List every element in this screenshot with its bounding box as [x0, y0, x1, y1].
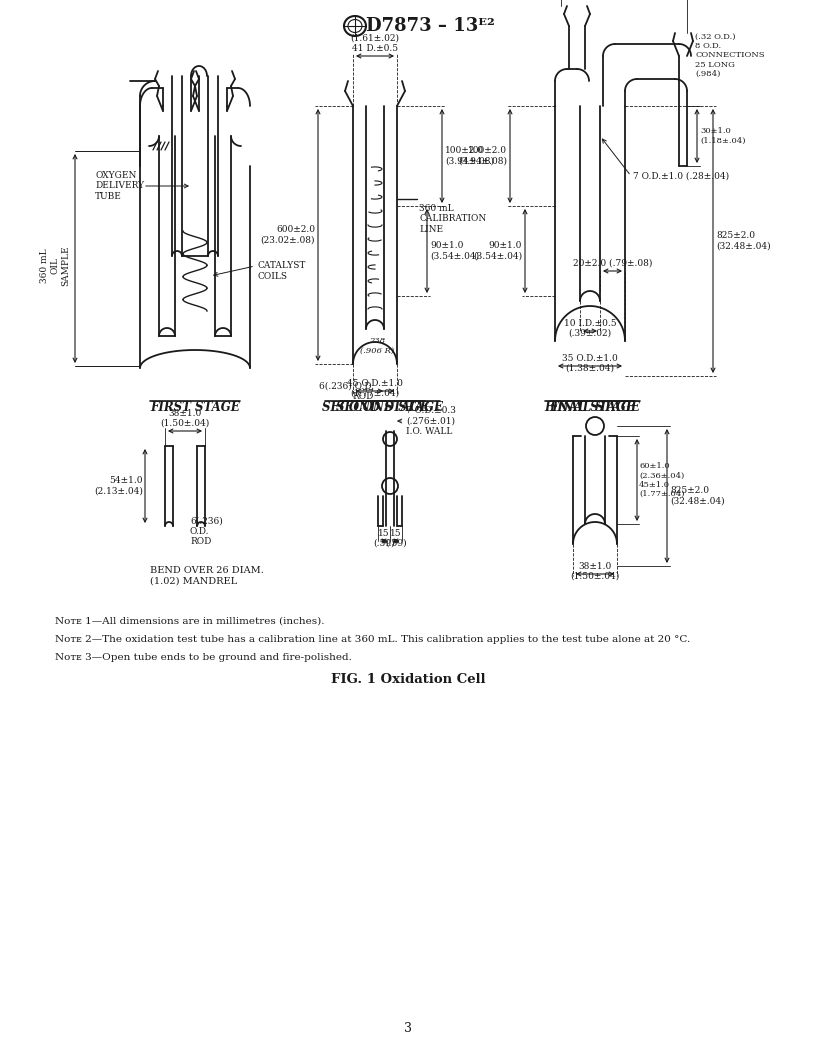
Text: 6(.236)
O.D.
ROD: 6(.236) O.D. ROD: [190, 516, 223, 546]
Text: 825±2.0
(32.48±.04): 825±2.0 (32.48±.04): [716, 231, 770, 250]
Text: 825±2.0
(32.48±.04): 825±2.0 (32.48±.04): [670, 487, 725, 506]
Text: 6(.236) O.D.
ROD: 6(.236) O.D. ROD: [319, 381, 374, 400]
Text: 35 O.D.±1.0
(1.38±.04): 35 O.D.±1.0 (1.38±.04): [562, 354, 618, 373]
Text: D7873 – 13ᴱ²: D7873 – 13ᴱ²: [366, 17, 494, 35]
Text: 54±1.0
(2.13±.04): 54±1.0 (2.13±.04): [94, 476, 143, 495]
Text: 90±1.0
(3.54±.04): 90±1.0 (3.54±.04): [473, 242, 522, 261]
Text: SECOND STAGE: SECOND STAGE: [322, 401, 428, 414]
Text: 38±1.0
(1.50±.04): 38±1.0 (1.50±.04): [161, 409, 210, 428]
Text: Nᴏᴛᴇ 2—The oxidation test tube has a calibration line at 360 mL. This calibratio: Nᴏᴛᴇ 2—The oxidation test tube has a cal…: [55, 635, 690, 644]
Text: 15
(.59): 15 (.59): [385, 529, 407, 548]
Text: (.32 O.D.)
8 O.D.
CONNECTIONS
25 LONG
(.984): (.32 O.D.) 8 O.D. CONNECTIONS 25 LONG (.…: [695, 33, 765, 78]
Text: Nᴏᴛᴇ 1—All dimensions are in millimetres (inches).: Nᴏᴛᴇ 1—All dimensions are in millimetres…: [55, 617, 325, 626]
Text: 15
(.59): 15 (.59): [373, 529, 395, 548]
Text: 45 O.D.±1.0
(1.77±.04): 45 O.D.±1.0 (1.77±.04): [347, 379, 403, 398]
Text: 600±2.0
(23.02±.08): 600±2.0 (23.02±.08): [260, 225, 315, 245]
Text: 20±2.0 (.79±.08): 20±2.0 (.79±.08): [573, 259, 652, 268]
Text: SECOND STAGE: SECOND STAGE: [336, 401, 444, 414]
Text: 238
(.906 R): 238 (.906 R): [360, 338, 394, 355]
Text: 100±2.0
(3.94±.08): 100±2.0 (3.94±.08): [445, 147, 494, 166]
Text: CATALYST
COILS: CATALYST COILS: [257, 261, 305, 281]
Text: BEND OVER 26 DIAM.
(1.02) MANDREL: BEND OVER 26 DIAM. (1.02) MANDREL: [150, 566, 264, 585]
Text: 60±1.0
(2.36±.04)
45±1.0
(1.77±.04): 60±1.0 (2.36±.04) 45±1.0 (1.77±.04): [639, 463, 685, 497]
Text: 10 I.D.±0.5
(.39±.02): 10 I.D.±0.5 (.39±.02): [564, 319, 616, 338]
Text: 7 O.D.±0.3
(.276±.01)
I.O. WALL: 7 O.D.±0.3 (.276±.01) I.O. WALL: [406, 407, 456, 436]
Text: 100±2.0
(3.94±.08): 100±2.0 (3.94±.08): [458, 147, 507, 166]
Text: FIRST STAGE: FIRST STAGE: [150, 401, 240, 414]
Text: 3: 3: [404, 1021, 412, 1035]
Text: FIG. 1 Oxidation Cell: FIG. 1 Oxidation Cell: [330, 673, 486, 686]
Text: 7 O.D.±1.0 (.28±.04): 7 O.D.±1.0 (.28±.04): [633, 171, 730, 181]
Text: 360 mL
OIL
SAMPLE: 360 mL OIL SAMPLE: [40, 246, 70, 286]
Text: OXYGEN
DELIVERY
TUBE: OXYGEN DELIVERY TUBE: [95, 171, 144, 201]
Text: 90±1.0
(3.54±.04): 90±1.0 (3.54±.04): [430, 242, 479, 261]
Text: FINAL STAGE: FINAL STAGE: [549, 401, 641, 414]
Text: (1.61±.02)
41 D.±0.5: (1.61±.02) 41 D.±0.5: [351, 34, 400, 53]
Text: 360 mL
CALIBRATION
LINE: 360 mL CALIBRATION LINE: [419, 204, 486, 233]
Text: 38±1.0
(1.50±.04): 38±1.0 (1.50±.04): [570, 562, 619, 581]
Text: Nᴏᴛᴇ 3—Open tube ends to be ground and fire-polished.: Nᴏᴛᴇ 3—Open tube ends to be ground and f…: [55, 653, 352, 662]
Text: 30±1.0
(1.18±.04): 30±1.0 (1.18±.04): [700, 128, 746, 145]
Text: FINAL STAGE: FINAL STAGE: [544, 401, 636, 414]
